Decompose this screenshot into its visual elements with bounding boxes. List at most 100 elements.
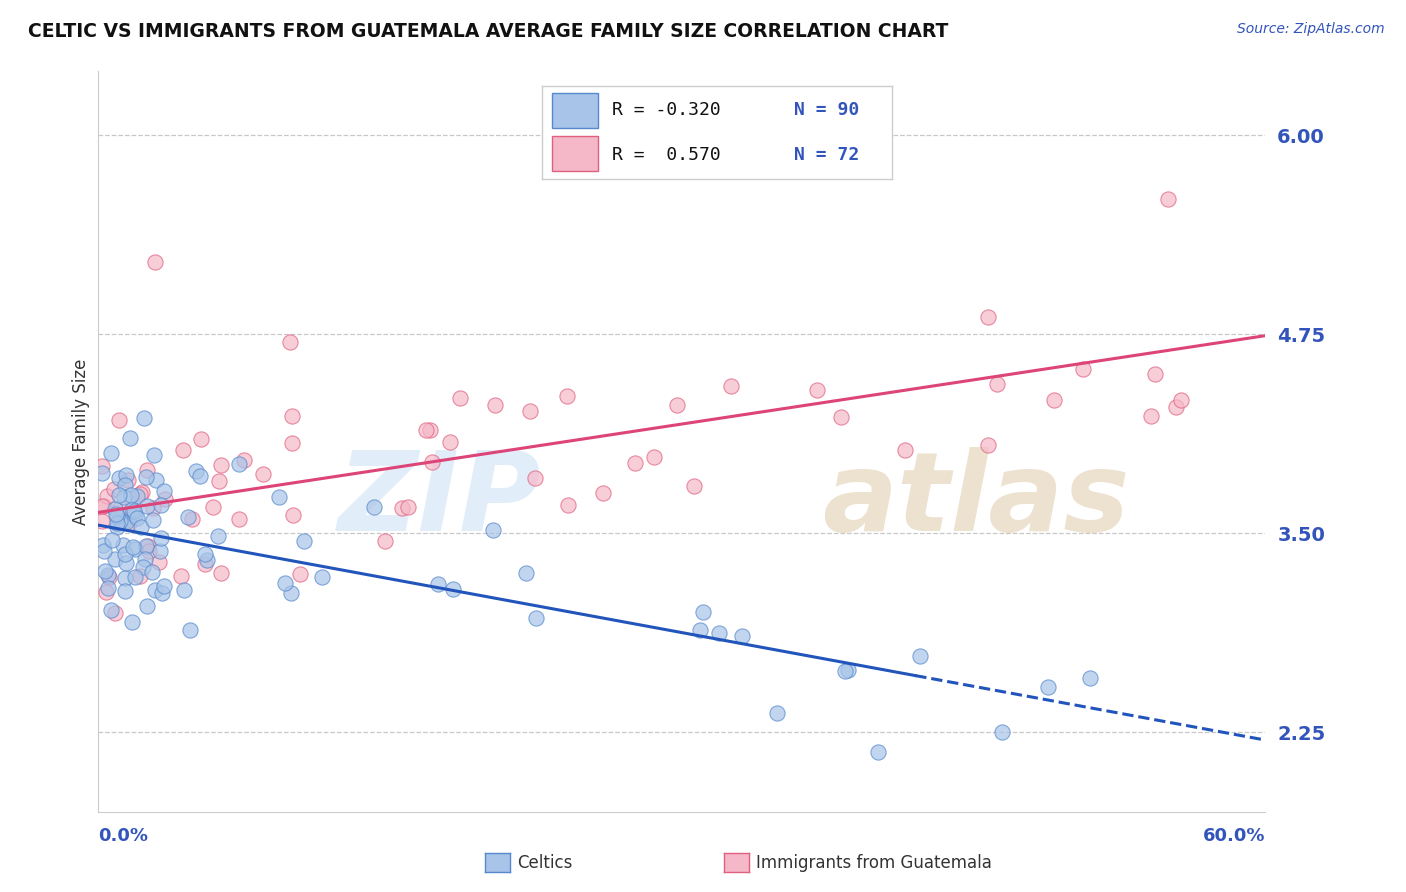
Point	[114, 572, 136, 586]
Point	[188, 469, 211, 483]
Y-axis label: Average Family Size: Average Family Size	[72, 359, 90, 524]
Point	[134, 551, 156, 566]
Point	[1144, 368, 1167, 382]
Point	[114, 584, 136, 599]
Point	[682, 479, 704, 493]
Point	[173, 582, 195, 597]
Point	[132, 560, 155, 574]
Point	[101, 533, 124, 547]
Point	[149, 531, 172, 545]
Point	[104, 502, 127, 516]
Point	[1073, 362, 1095, 376]
Point	[124, 570, 146, 584]
Point	[179, 624, 201, 638]
Point	[765, 706, 787, 720]
Point	[108, 500, 131, 515]
Point	[152, 484, 174, 499]
Point	[143, 448, 166, 462]
Point	[267, 490, 290, 504]
Point	[420, 455, 443, 469]
Point	[97, 569, 120, 583]
Point	[105, 507, 128, 521]
Point	[100, 603, 122, 617]
Point	[177, 509, 200, 524]
Point	[117, 516, 139, 530]
Point	[114, 490, 136, 504]
Point	[283, 508, 305, 523]
Point	[294, 533, 316, 548]
Point	[426, 577, 449, 591]
Point	[135, 470, 157, 484]
Point	[707, 626, 730, 640]
Point	[172, 443, 194, 458]
Point	[208, 474, 231, 488]
Point	[866, 745, 889, 759]
Point	[91, 500, 114, 514]
Point	[374, 534, 396, 549]
Point	[557, 498, 579, 512]
Point	[1157, 192, 1180, 206]
Point	[110, 514, 132, 528]
Point	[143, 582, 166, 597]
Point	[91, 467, 114, 481]
Text: 60.0%: 60.0%	[1204, 828, 1265, 846]
Text: Immigrants from Guatemala: Immigrants from Guatemala	[756, 854, 993, 871]
Text: Celtics: Celtics	[517, 854, 572, 871]
Text: ZIP: ZIP	[339, 447, 541, 554]
Point	[134, 410, 156, 425]
Point	[145, 473, 167, 487]
Point	[115, 515, 138, 529]
Point	[135, 599, 157, 613]
Point	[830, 409, 852, 424]
Point	[1078, 671, 1101, 685]
Point	[114, 548, 136, 562]
Point	[142, 501, 165, 516]
Point	[135, 539, 157, 553]
Point	[136, 499, 159, 513]
Point	[105, 509, 128, 524]
Point	[290, 566, 312, 581]
Point	[977, 310, 1000, 325]
Point	[114, 556, 136, 570]
Text: CELTIC VS IMMIGRANTS FROM GUATEMALA AVERAGE FAMILY SIZE CORRELATION CHART: CELTIC VS IMMIGRANTS FROM GUATEMALA AVER…	[28, 22, 949, 41]
Point	[150, 586, 173, 600]
Point	[439, 434, 461, 449]
Point	[117, 473, 139, 487]
Point	[195, 553, 218, 567]
Point	[834, 664, 856, 678]
Point	[311, 570, 333, 584]
Point	[232, 453, 254, 467]
Point	[515, 566, 537, 580]
Point	[108, 470, 131, 484]
Point	[93, 499, 115, 513]
Point	[105, 516, 128, 531]
Text: atlas: atlas	[823, 447, 1129, 554]
Point	[1036, 681, 1059, 695]
Point	[482, 523, 505, 537]
Point	[143, 255, 166, 269]
Point	[449, 391, 471, 405]
Point	[131, 485, 153, 500]
Point	[121, 615, 143, 629]
Point	[209, 566, 232, 580]
Point	[720, 379, 742, 393]
Point	[523, 471, 546, 485]
Point	[194, 557, 217, 571]
Point	[665, 398, 688, 412]
Point	[207, 529, 229, 543]
Point	[209, 458, 232, 473]
Point	[524, 611, 547, 625]
Point	[122, 541, 145, 555]
Point	[281, 436, 304, 450]
Point	[441, 582, 464, 597]
Point	[624, 456, 647, 470]
Point	[519, 404, 541, 418]
Point	[124, 541, 146, 556]
Point	[689, 623, 711, 637]
Point	[415, 423, 437, 437]
Point	[122, 503, 145, 517]
Point	[908, 649, 931, 664]
Point	[692, 605, 714, 619]
Point	[1043, 393, 1066, 408]
Point	[135, 462, 157, 476]
